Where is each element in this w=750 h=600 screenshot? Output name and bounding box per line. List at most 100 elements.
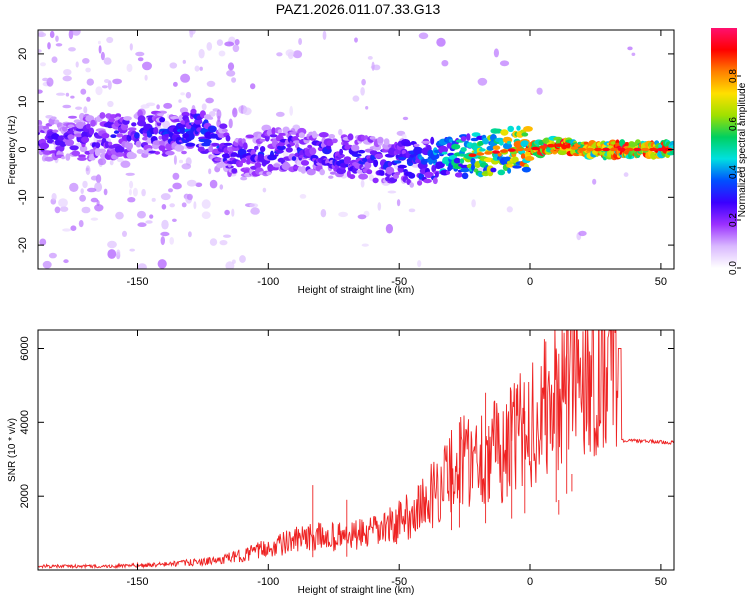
spectral-blob xyxy=(347,133,354,141)
spectral-blob xyxy=(318,132,329,138)
noise-blob xyxy=(223,234,231,238)
spectral-blob xyxy=(181,111,190,117)
spectral-blob xyxy=(77,156,87,161)
noise-blob xyxy=(216,39,223,46)
spectral-blob xyxy=(460,167,470,173)
ridge-peak xyxy=(617,147,626,152)
y-tick-label: -10 xyxy=(17,189,29,205)
spectral-blob xyxy=(197,146,205,153)
spectral-blob xyxy=(402,141,412,147)
spectral-blob xyxy=(253,145,259,150)
noise-blob xyxy=(441,60,449,67)
noise-blob xyxy=(418,32,429,40)
spectral-blob xyxy=(179,126,186,134)
noise-blob xyxy=(122,230,127,237)
noise-blob xyxy=(144,74,148,81)
spectral-blob xyxy=(108,118,116,123)
noise-blob xyxy=(160,231,170,237)
noise-blob xyxy=(62,75,72,82)
x-tick-label: -150 xyxy=(126,276,148,288)
spectral-blob xyxy=(523,125,533,132)
noise-blob xyxy=(225,261,235,269)
ridge-peak xyxy=(578,147,587,152)
ridge-peak xyxy=(554,143,563,147)
noise-blob xyxy=(157,259,167,269)
noise-blob xyxy=(128,188,132,196)
spectral-blob xyxy=(352,153,362,157)
noise-blob xyxy=(69,182,79,192)
y-tick-label: 0 xyxy=(17,146,29,152)
spectral-blob xyxy=(337,153,345,158)
noise-blob xyxy=(107,240,117,249)
noise-blob xyxy=(162,120,171,129)
spectral-blob xyxy=(178,114,184,122)
noise-blob xyxy=(627,46,633,51)
noise-blob xyxy=(499,60,510,67)
spectral-blob xyxy=(309,147,317,156)
noise-blob xyxy=(156,104,160,110)
noise-blob xyxy=(120,160,131,168)
noise-blob xyxy=(42,77,49,82)
spectral-blob xyxy=(307,144,313,149)
noise-blob xyxy=(292,50,303,59)
spectral-blob xyxy=(417,180,423,186)
spectral-blob xyxy=(79,145,88,153)
noise-blob xyxy=(226,70,236,77)
spectral-blob xyxy=(81,136,90,143)
spectral-blob xyxy=(521,166,532,173)
spectral-blob xyxy=(351,144,360,152)
spectral-blob xyxy=(115,152,124,157)
snr-panel: -150 -100 -50 0 50 2000 4000 6000 Height of st… xyxy=(7,329,675,596)
snr-y-label: SNR (10 * v/v) xyxy=(7,418,18,482)
noise-blob xyxy=(103,188,108,196)
noise-blob xyxy=(103,57,112,65)
noise-blob xyxy=(49,30,55,39)
noise-blob xyxy=(208,168,212,175)
spectral-blob xyxy=(291,156,297,161)
spectral-blob xyxy=(246,158,251,165)
noise-blob xyxy=(98,45,102,54)
spectral-blob xyxy=(438,145,449,154)
spectral-blob xyxy=(393,160,402,164)
noise-blob xyxy=(39,238,47,246)
spectral-blob xyxy=(237,148,247,156)
ridge-peak xyxy=(625,147,634,152)
noise-blob xyxy=(63,69,72,76)
noise-blob xyxy=(178,159,184,164)
noise-blob xyxy=(477,77,488,86)
colorbar-tick-label: 0.6 xyxy=(728,117,739,131)
noise-blob xyxy=(338,128,343,136)
noise-blob xyxy=(185,91,192,99)
spectral-blob xyxy=(326,140,334,147)
spectral-blob xyxy=(364,161,372,169)
ridge-peak xyxy=(609,147,618,152)
spectral-blob xyxy=(445,170,450,175)
ridge-peak xyxy=(507,148,516,152)
spectral-blob xyxy=(123,116,132,121)
spectral-blob xyxy=(319,168,326,176)
noise-blob xyxy=(161,204,167,210)
noise-blob xyxy=(178,99,182,103)
spectral-blob xyxy=(52,129,59,133)
spectral-blob xyxy=(85,123,91,130)
noise-blob xyxy=(354,37,358,43)
noise-blob xyxy=(631,52,636,56)
spectral-blob xyxy=(329,171,337,175)
spectral-blob xyxy=(221,153,231,159)
spectral-blob xyxy=(61,156,66,160)
spectral-blob xyxy=(482,137,489,145)
spectral-blob xyxy=(387,161,392,167)
noise-blob xyxy=(125,172,135,176)
spectral-blob xyxy=(524,156,535,161)
ridge-peak xyxy=(547,143,555,148)
spectral-blob xyxy=(157,113,164,117)
noise-blob xyxy=(201,211,211,219)
spectral-blob xyxy=(50,116,57,120)
spectral-blob xyxy=(453,157,461,164)
noise-blob xyxy=(75,61,79,68)
noise-blob xyxy=(51,193,57,201)
ridge-peak xyxy=(499,149,508,153)
ridge-peak xyxy=(515,147,524,152)
spectral-blob xyxy=(382,142,391,150)
